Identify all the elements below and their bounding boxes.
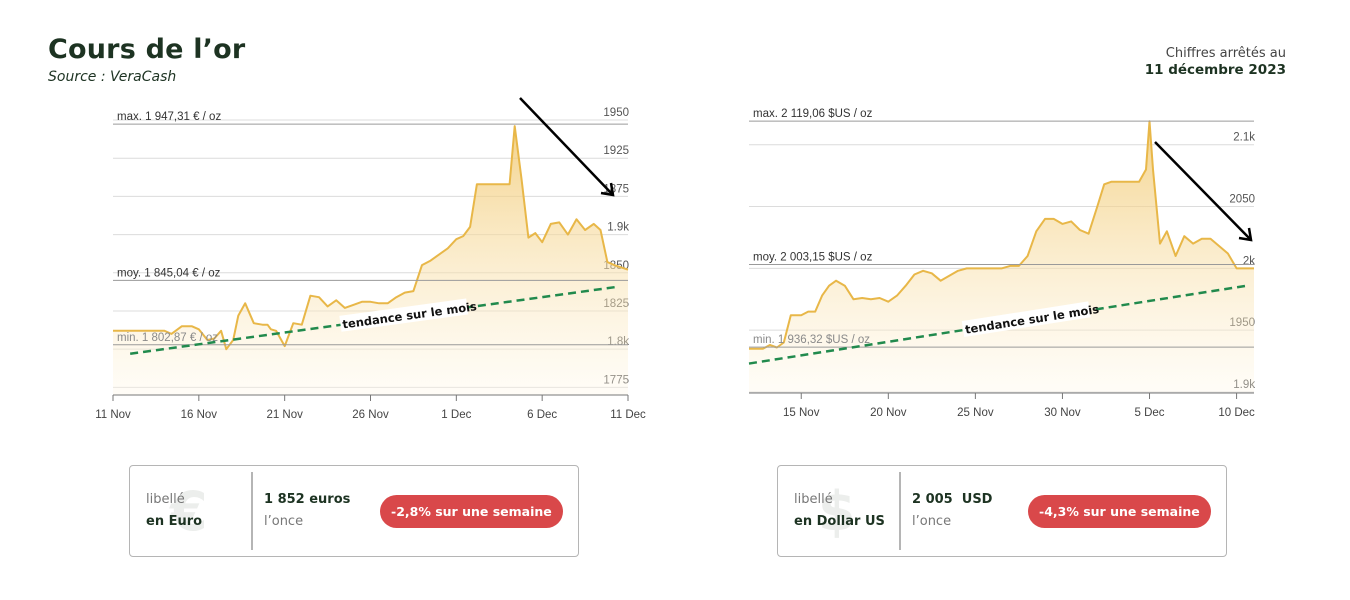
arrow-head-icon bbox=[1238, 227, 1253, 242]
price-card-euro: € libellé en Euro 1 852 euros l’once -2,… bbox=[129, 465, 579, 557]
price-area bbox=[749, 121, 1254, 392]
as-of-label: Chiffres arrêtés au bbox=[1165, 46, 1286, 61]
as-of-note: Chiffres arrêtés au 11 décembre 2023 bbox=[1145, 46, 1286, 78]
x-tick-label: 11 Dec bbox=[610, 409, 646, 421]
min-label: min. 1 802,87 € / oz bbox=[117, 332, 218, 344]
card-divider bbox=[251, 472, 253, 550]
dollar-sign-icon: $ bbox=[818, 480, 856, 543]
trend-label-bg bbox=[339, 298, 469, 332]
card-unit: l’once bbox=[912, 514, 952, 529]
x-tick-label: 6 Dec bbox=[527, 409, 557, 421]
card-currency: en Euro bbox=[146, 514, 203, 529]
x-tick-label: 11 Nov bbox=[95, 409, 131, 421]
card-currency: en Dollar US bbox=[794, 514, 885, 529]
trend-line bbox=[129, 285, 620, 355]
y-tick-label: 1925 bbox=[603, 145, 629, 157]
y-tick-label: 1950 bbox=[603, 107, 629, 119]
avg-label: moy. 2 003,15 $US / oz bbox=[753, 251, 873, 263]
x-tick-label: 10 Dec bbox=[1218, 407, 1255, 419]
page-title: Cours de l’or bbox=[48, 34, 246, 65]
card-price: 2 005 USD bbox=[912, 492, 993, 507]
card-label: libellé bbox=[794, 492, 833, 507]
x-tick-label: 25 Nov bbox=[957, 407, 994, 419]
x-tick-label: 16 Nov bbox=[181, 409, 218, 421]
trend-arrow bbox=[519, 97, 614, 196]
x-tick-label: 21 Nov bbox=[266, 409, 303, 421]
card-price: 1 852 euros bbox=[264, 492, 351, 507]
trend-label-bg bbox=[961, 301, 1091, 337]
y-tick-label: 2k bbox=[1243, 255, 1255, 267]
card-divider bbox=[899, 472, 901, 550]
card-unit: l’once bbox=[264, 514, 304, 529]
y-tick-label: 2.1k bbox=[1233, 132, 1255, 144]
card-label: libellé bbox=[146, 492, 185, 507]
max-label: max. 1 947,31 € / oz bbox=[117, 111, 221, 123]
min-label: min. 1 936,32 $US / oz bbox=[753, 334, 870, 346]
x-tick-label: 26 Nov bbox=[352, 409, 389, 421]
avg-label: moy. 1 845,04 € / oz bbox=[117, 267, 221, 279]
weekly-change-badge: -2,8% sur une semaine bbox=[380, 495, 563, 528]
price-card-dollar: $ libellé en Dollar US 2 005 USD l’once … bbox=[777, 465, 1227, 557]
x-tick-label: 1 Dec bbox=[441, 409, 471, 421]
euro-sign-icon: € bbox=[170, 480, 208, 543]
weekly-change-badge: -4,3% sur une semaine bbox=[1028, 495, 1211, 528]
x-tick-label: 5 Dec bbox=[1134, 407, 1164, 419]
as-of-date: 11 décembre 2023 bbox=[1144, 62, 1286, 78]
trend-arrow bbox=[1154, 141, 1252, 241]
x-tick-label: 15 Nov bbox=[783, 407, 820, 419]
max-label: max. 2 119,06 $US / oz bbox=[753, 108, 873, 120]
arrow-head-icon bbox=[600, 182, 615, 197]
x-tick-label: 20 Nov bbox=[870, 407, 907, 419]
x-tick-label: 30 Nov bbox=[1044, 407, 1081, 419]
y-tick-label: 1.9k bbox=[607, 222, 629, 234]
source-note: Source : VeraCash bbox=[48, 69, 177, 85]
y-tick-label: 2050 bbox=[1229, 194, 1255, 206]
price-line bbox=[749, 120, 1254, 350]
price-area bbox=[113, 126, 628, 395]
